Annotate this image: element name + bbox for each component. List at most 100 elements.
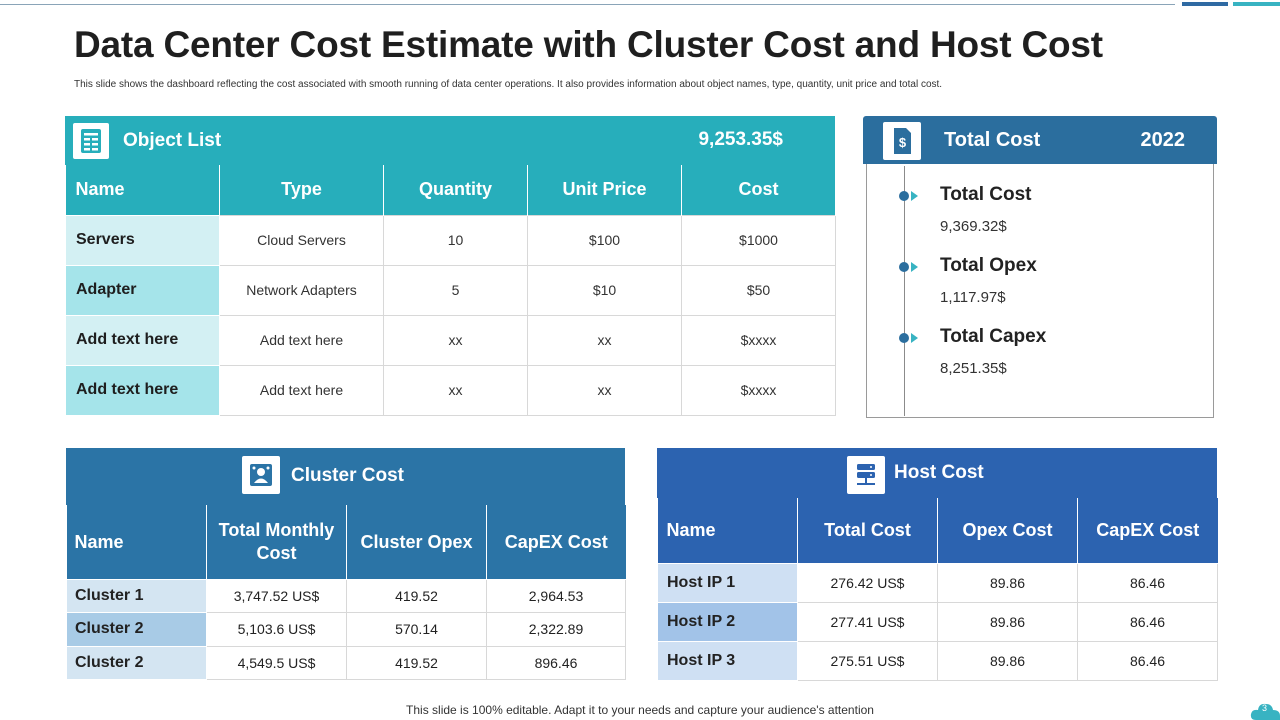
top-accent-bar-teal xyxy=(1233,2,1280,6)
cluster-cost-table: Name Total Monthly Cost Cluster Opex Cap… xyxy=(66,505,626,680)
total-cost-item-value: 9,369.32$ xyxy=(940,218,1007,235)
row-name: Host IP 3 xyxy=(657,640,798,681)
column-header: Total Cost xyxy=(797,498,938,564)
page-subtitle: This slide shows the dashboard reflectin… xyxy=(74,79,943,90)
table-cell: Add text here xyxy=(219,314,384,366)
total-cost-header: $ Total Cost 2022 xyxy=(863,116,1217,164)
table-row: Host IP 2 277.41 US$ 89.86 86.46 xyxy=(657,601,1218,642)
table-cell: Add text here xyxy=(219,364,384,416)
row-name: Add text here xyxy=(65,314,220,366)
table-row: Add text here Add text here xx xx $xxxx xyxy=(65,314,836,366)
table-row: Cluster 2 4,549.5 US$ 419.52 896.46 xyxy=(66,645,626,680)
timeline-line xyxy=(904,166,905,416)
row-name: Cluster 1 xyxy=(66,578,207,613)
column-header: Opex Cost xyxy=(937,498,1078,564)
table-row: Cluster 1 3,747.52 US$ 419.52 2,964.53 xyxy=(66,578,626,613)
table-cell: 275.51 US$ xyxy=(797,640,938,681)
table-header-row: Name Total Monthly Cost Cluster Opex Cap… xyxy=(66,505,626,580)
table-cell: 2,964.53 xyxy=(486,578,626,613)
table-row: Cluster 2 5,103.6 US$ 570.14 2,322.89 xyxy=(66,612,626,647)
cluster-icon xyxy=(242,456,280,494)
row-name: Adapter xyxy=(65,264,220,316)
column-header: Cost xyxy=(681,165,836,215)
host-cost-title: Host Cost xyxy=(894,462,984,483)
row-name: Servers xyxy=(65,214,220,266)
table-cell: 86.46 xyxy=(1077,562,1218,603)
column-header: Unit Price xyxy=(527,165,682,215)
top-accent-bar-blue xyxy=(1182,2,1228,6)
object-list-table: Name Type Quantity Unit Price Cost Serve… xyxy=(65,165,836,416)
object-list-total: 9,253.35$ xyxy=(698,129,783,150)
cluster-cost-title: Cluster Cost xyxy=(291,465,404,486)
object-list-header: Object List 9,253.35$ xyxy=(65,116,835,165)
timeline-arrow-icon xyxy=(911,262,918,272)
top-divider xyxy=(0,4,1175,5)
table-cell: 89.86 xyxy=(937,601,1078,642)
column-header: Type xyxy=(219,165,384,215)
column-header: CapEX Cost xyxy=(1077,498,1218,564)
cluster-cost-header: Cluster Cost xyxy=(66,448,625,505)
table-cell: 896.46 xyxy=(486,645,626,680)
svg-text:$: $ xyxy=(899,135,907,150)
column-header: Quantity xyxy=(383,165,528,215)
table-cell: 276.42 US$ xyxy=(797,562,938,603)
row-name: Host IP 1 xyxy=(657,562,798,603)
table-cell: xx xyxy=(527,364,682,416)
total-opex-value: 1,117.97$ xyxy=(940,289,1006,306)
timeline-dot xyxy=(899,191,909,201)
table-cell: $50 xyxy=(681,264,836,316)
cloud-icon xyxy=(1250,703,1280,720)
table-cell: 277.41 US$ xyxy=(797,601,938,642)
page-title: Data Center Cost Estimate with Cluster C… xyxy=(74,24,1103,65)
table-cell: 86.46 xyxy=(1077,640,1218,681)
table-cell: 89.86 xyxy=(937,562,1078,603)
column-header: Name xyxy=(65,165,220,215)
table-cell: $10 xyxy=(527,264,682,316)
total-cost-title: Total Cost xyxy=(944,129,1041,151)
spreadsheet-icon xyxy=(73,123,109,159)
server-icon xyxy=(847,456,885,494)
table-cell: 5 xyxy=(383,264,528,316)
footer-note: This slide is 100% editable. Adapt it to… xyxy=(406,703,874,717)
page-number: 3 xyxy=(1262,703,1268,713)
total-cost-panel xyxy=(866,164,1214,418)
table-header-row: Name Total Cost Opex Cost CapEX Cost xyxy=(657,498,1218,564)
table-cell: 10 xyxy=(383,214,528,266)
table-cell: 86.46 xyxy=(1077,601,1218,642)
table-cell: 419.52 xyxy=(346,578,487,613)
table-cell: 5,103.6 US$ xyxy=(206,612,347,647)
total-opex-label: Total Opex xyxy=(940,255,1037,276)
timeline-dot xyxy=(899,333,909,343)
column-header: Name xyxy=(66,505,207,580)
table-cell: $xxxx xyxy=(681,314,836,366)
table-cell: xx xyxy=(383,314,528,366)
table-row: Add text here Add text here xx xx $xxxx xyxy=(65,364,836,416)
object-list-title: Object List xyxy=(123,130,222,151)
row-name: Cluster 2 xyxy=(66,612,207,647)
table-cell: $1000 xyxy=(681,214,836,266)
host-cost-header: Host Cost xyxy=(657,448,1217,498)
table-cell: Network Adapters xyxy=(219,264,384,316)
column-header: Total Monthly Cost xyxy=(206,505,347,580)
dollar-document-icon: $ xyxy=(883,122,921,160)
row-name: Host IP 2 xyxy=(657,601,798,642)
table-cell: xx xyxy=(527,314,682,366)
total-cost-year: 2022 xyxy=(1140,129,1186,151)
table-cell: xx xyxy=(383,364,528,416)
table-row: Servers Cloud Servers 10 $100 $1000 xyxy=(65,214,836,266)
table-row: Host IP 3 275.51 US$ 89.86 86.46 xyxy=(657,640,1218,681)
table-cell: 2,322.89 xyxy=(486,612,626,647)
column-header: Cluster Opex xyxy=(346,505,487,580)
table-cell: $100 xyxy=(527,214,682,266)
row-name: Add text here xyxy=(65,364,220,416)
timeline-arrow-icon xyxy=(911,333,918,343)
total-cost-item-label: Total Cost xyxy=(940,184,1032,205)
row-name: Cluster 2 xyxy=(66,645,207,680)
total-capex-label: Total Capex xyxy=(940,326,1047,347)
column-header: CapEX Cost xyxy=(486,505,626,580)
timeline-arrow-icon xyxy=(911,191,918,201)
table-cell: 4,549.5 US$ xyxy=(206,645,347,680)
timeline-dot xyxy=(899,262,909,272)
table-cell: 89.86 xyxy=(937,640,1078,681)
